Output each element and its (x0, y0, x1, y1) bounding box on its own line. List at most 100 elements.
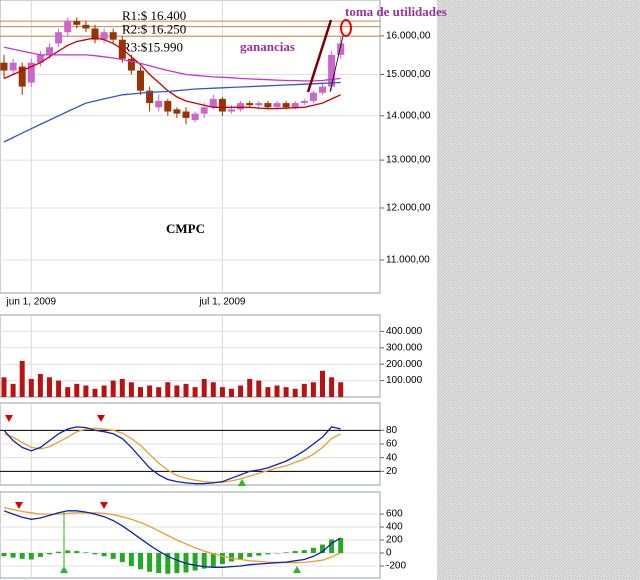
bar (47, 377, 52, 397)
y-tick-label: 15.000,00 (386, 69, 431, 80)
candle-body (300, 101, 308, 104)
bar (19, 553, 25, 559)
buy-signal (293, 566, 301, 573)
bar (83, 552, 89, 554)
bar (10, 553, 16, 558)
bar (274, 553, 280, 554)
bar (292, 551, 298, 554)
y-tick-label: 16.000,00 (386, 31, 431, 42)
bar (201, 553, 207, 569)
bar (1, 553, 7, 557)
candle-body (64, 21, 72, 33)
bar (210, 382, 216, 397)
bar (329, 539, 335, 554)
candle-body (191, 113, 199, 121)
bar (265, 553, 271, 555)
candle-body (18, 66, 26, 87)
sell-signal (5, 415, 13, 422)
candle-body (9, 62, 17, 71)
bar (147, 385, 153, 397)
bar (74, 551, 80, 554)
line-series (3, 427, 341, 483)
candle-body (27, 62, 35, 83)
x-tick-label: jun 1, 2009 (6, 297, 57, 308)
candle-body (237, 103, 245, 110)
y-tick-label: 80 (386, 425, 398, 436)
y-tick-label: 400 (386, 522, 403, 533)
bar (74, 383, 80, 397)
level-label: R3:$15.990 (122, 39, 183, 54)
bar (101, 553, 107, 557)
bar (165, 382, 171, 397)
level-label: R2:$ 16.250 (122, 22, 186, 37)
annotation: ganancias (240, 39, 295, 54)
line-series (3, 426, 341, 485)
bar (229, 553, 234, 562)
bar (174, 553, 180, 574)
bar (156, 553, 162, 574)
bar (210, 553, 216, 567)
bar (65, 550, 71, 554)
candle-body (182, 111, 190, 118)
bar (56, 380, 62, 397)
bar (219, 387, 225, 397)
y-tick-label: 12.000,00 (386, 203, 431, 214)
level-label: R1:$ 16.400 (122, 8, 186, 23)
line-series (3, 81, 341, 143)
panel (0, 314, 381, 398)
bar (247, 553, 253, 557)
x-tick-label: jul 1, 2009 (198, 297, 246, 308)
bar (28, 378, 34, 397)
bar (238, 385, 244, 397)
bar (256, 380, 262, 397)
y-tick-label: 11.000,00 (386, 255, 430, 266)
candle-body (228, 109, 235, 112)
bar (128, 553, 134, 566)
bar (338, 382, 344, 397)
highlight-ring (340, 19, 352, 37)
y-tick-label: 0 (386, 548, 392, 559)
sell-signal (97, 415, 105, 422)
candle-body (36, 54, 44, 63)
bar (265, 387, 271, 397)
y-tick-label: 100.000 (386, 375, 423, 386)
candle-body (155, 101, 163, 108)
bar (247, 378, 253, 397)
sell-signal (15, 502, 23, 509)
candle-body (246, 103, 254, 106)
y-tick-label: 200 (386, 535, 403, 546)
bar (310, 547, 316, 554)
y-tick-label: 60 (386, 439, 398, 450)
bar (320, 544, 325, 554)
buy-signal (60, 566, 68, 573)
bar (320, 370, 325, 397)
y-tick-label: 20 (386, 466, 398, 477)
candle-body (309, 92, 317, 102)
arrow-line (306, 19, 333, 93)
annotation: CMPC (166, 221, 205, 236)
bar (274, 385, 280, 397)
bar (28, 553, 34, 560)
bar (83, 385, 89, 397)
candle-body (0, 62, 8, 71)
bar (301, 383, 307, 397)
y-tick-label: 13.000,00 (386, 155, 431, 166)
candle-body (100, 32, 108, 40)
bar (138, 387, 143, 397)
annotation: toma de utilidades (345, 4, 447, 19)
line-series (3, 37, 341, 110)
bar (229, 388, 234, 397)
bar (37, 374, 43, 397)
bar (183, 383, 189, 397)
y-tick-label: -200 (386, 561, 406, 572)
candle-body (273, 103, 281, 108)
bar (138, 553, 143, 570)
candle-body (218, 98, 226, 112)
candle-body (337, 43, 345, 55)
candle-body (282, 103, 290, 108)
candle-body (209, 98, 217, 108)
bar (192, 553, 198, 571)
line-series (3, 46, 341, 82)
bar (256, 553, 262, 556)
candle-body (55, 32, 63, 44)
